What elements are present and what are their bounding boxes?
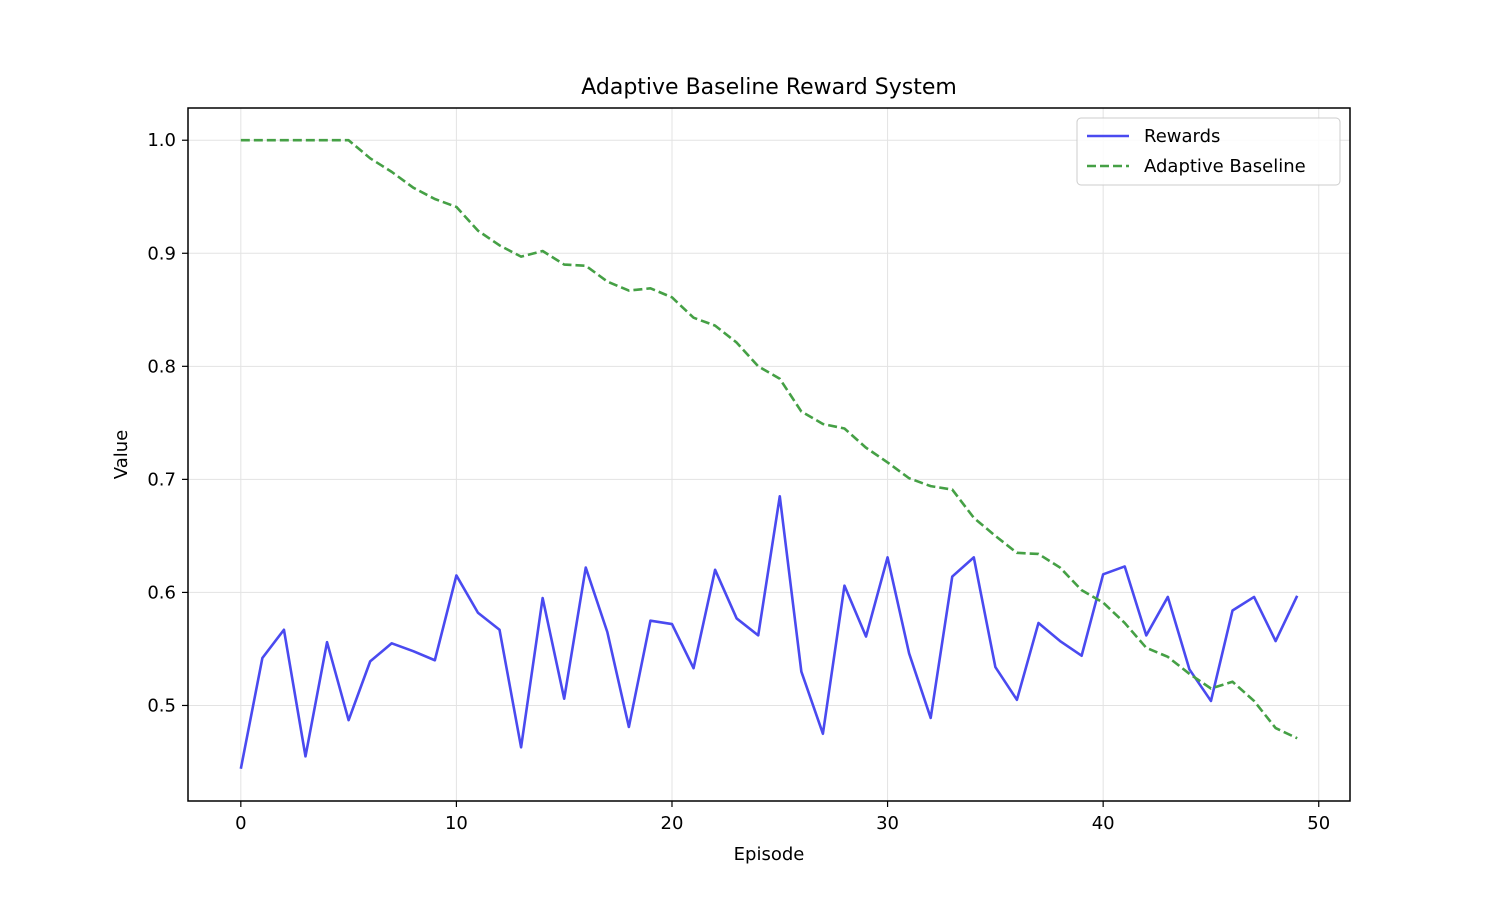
y-tick-label: 1.0: [147, 130, 176, 151]
legend-label: Rewards: [1144, 126, 1220, 147]
legend-label: Adaptive Baseline: [1144, 156, 1306, 177]
series-line-rewards: [239, 495, 1299, 770]
x-tick-label: 0: [235, 813, 246, 834]
chart-title: Adaptive Baseline Reward System: [581, 75, 957, 100]
legend: Rewards Adaptive Baseline: [1076, 117, 1341, 186]
y-tick-label: 0.6: [147, 582, 176, 603]
plot-lines: [239, 138, 1299, 770]
y-tick-label: 0.5: [147, 695, 176, 716]
legend-box: [1076, 117, 1341, 186]
x-axis-label: Episode: [734, 844, 805, 865]
y-tick-label: 0.8: [147, 356, 176, 377]
y-axis: 0.5 0.6 0.7 0.8 0.9 1.0: [147, 130, 188, 716]
y-axis-label: Value: [111, 430, 132, 479]
x-tick-label: 10: [445, 813, 468, 834]
y-tick-label: 0.7: [147, 469, 176, 490]
x-axis: 0 10 20 30 40 50: [235, 801, 1330, 834]
plot-frame: [187, 107, 1351, 802]
x-tick-label: 20: [661, 813, 684, 834]
x-tick-label: 30: [876, 813, 899, 834]
x-tick-label: 50: [1307, 813, 1330, 834]
y-tick-label: 0.9: [147, 243, 176, 264]
grid: [188, 108, 1350, 801]
x-tick-label: 40: [1092, 813, 1115, 834]
